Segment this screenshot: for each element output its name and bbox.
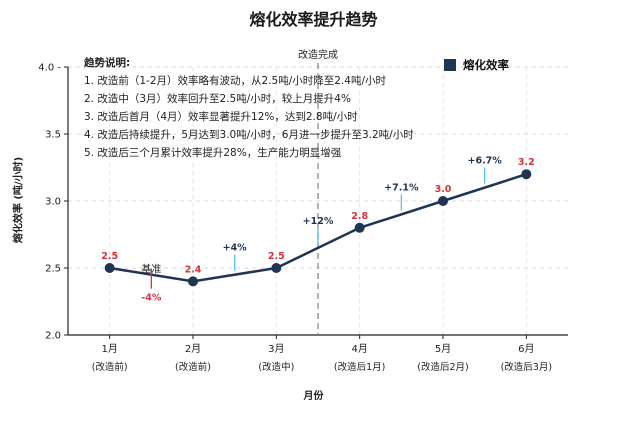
trend-note-1: 1. 改造前（1-2月）效率略有波动，从2.5吨/小时降至2.4吨/小时	[84, 75, 386, 87]
x-tick-sublabel: (改造中)	[258, 361, 294, 373]
data-point	[104, 263, 115, 273]
x-tick-label: 3月	[268, 343, 284, 355]
x-axis-label: 月份	[303, 391, 324, 402]
y-axis-label: 熔化效率 (吨/小时)	[13, 156, 25, 244]
x-tick-sublabel: (改造后1月)	[334, 361, 385, 373]
x-tick-label: 6月	[518, 343, 534, 355]
value-label: 2.5	[101, 251, 118, 262]
baseline-label: 基准	[141, 263, 161, 276]
value-label: 3.2	[518, 157, 535, 168]
y-tick-label: 4.0 -	[38, 63, 61, 74]
x-tick-sublabel: (改造后2月)	[417, 361, 468, 373]
x-tick-label: 5月	[435, 343, 451, 355]
data-point	[521, 169, 532, 180]
chart-title: 熔化效率提升趋势	[249, 10, 378, 29]
data-point	[354, 222, 365, 233]
series-line-熔化效率	[109, 173, 527, 283]
x-tick-sublabel: (改造前)	[175, 361, 211, 373]
trend-notes: 趋势说明: 1. 改造前（1-2月）效率略有波动，从2.5吨/小时降至2.4吨/…	[84, 54, 414, 162]
annotation-label: 改造完成	[298, 48, 338, 61]
trend-note-2: 2. 改造中（3月）效率回升至2.5吨/小时，较上月提升4%	[84, 93, 351, 105]
y-tick-label: 3.0	[45, 197, 61, 208]
x-tick-label: 2月	[185, 343, 201, 355]
change-label: +7.1%	[384, 182, 419, 193]
x-tick-label: 1月	[101, 343, 117, 355]
value-label: 2.4	[185, 264, 202, 275]
data-point	[188, 276, 198, 287]
x-tick-label: 4月	[351, 343, 367, 355]
trend-notes-title: 趋势说明:	[84, 57, 131, 69]
data-point	[271, 263, 282, 273]
legend-swatch	[444, 59, 456, 71]
y-tick-label: 3.5	[45, 130, 61, 141]
legend: 熔化效率	[444, 57, 509, 73]
legend-label: 熔化效率	[463, 58, 509, 72]
data-point	[438, 196, 448, 206]
trend-note-4: 4. 改造后持续提升，5月达到3.0吨/小时，6月进一步提升至3.2吨/小时	[84, 129, 414, 141]
trend-note-5: 5. 改造后三个月累计效率提升28%，生产能力明显增强	[84, 147, 342, 159]
value-label: 3.0	[435, 184, 452, 195]
change-label: +12%	[303, 216, 334, 227]
x-tick-sublabel: (改造前)	[92, 361, 128, 373]
y-tick-label: 2.0	[45, 331, 61, 342]
change-label: +4%	[223, 243, 248, 254]
y-tick-label: 2.5	[45, 264, 61, 275]
value-label: 2.5	[268, 251, 285, 262]
change-label: -4%	[141, 293, 162, 304]
x-tick-sublabel: (改造后3月)	[501, 361, 552, 373]
change-label: +6.7%	[468, 156, 503, 167]
trend-note-3: 3. 改造后首月（4月）效率显著提升12%，达到2.8吨/小时	[84, 111, 358, 123]
value-label: 2.8	[351, 211, 368, 222]
